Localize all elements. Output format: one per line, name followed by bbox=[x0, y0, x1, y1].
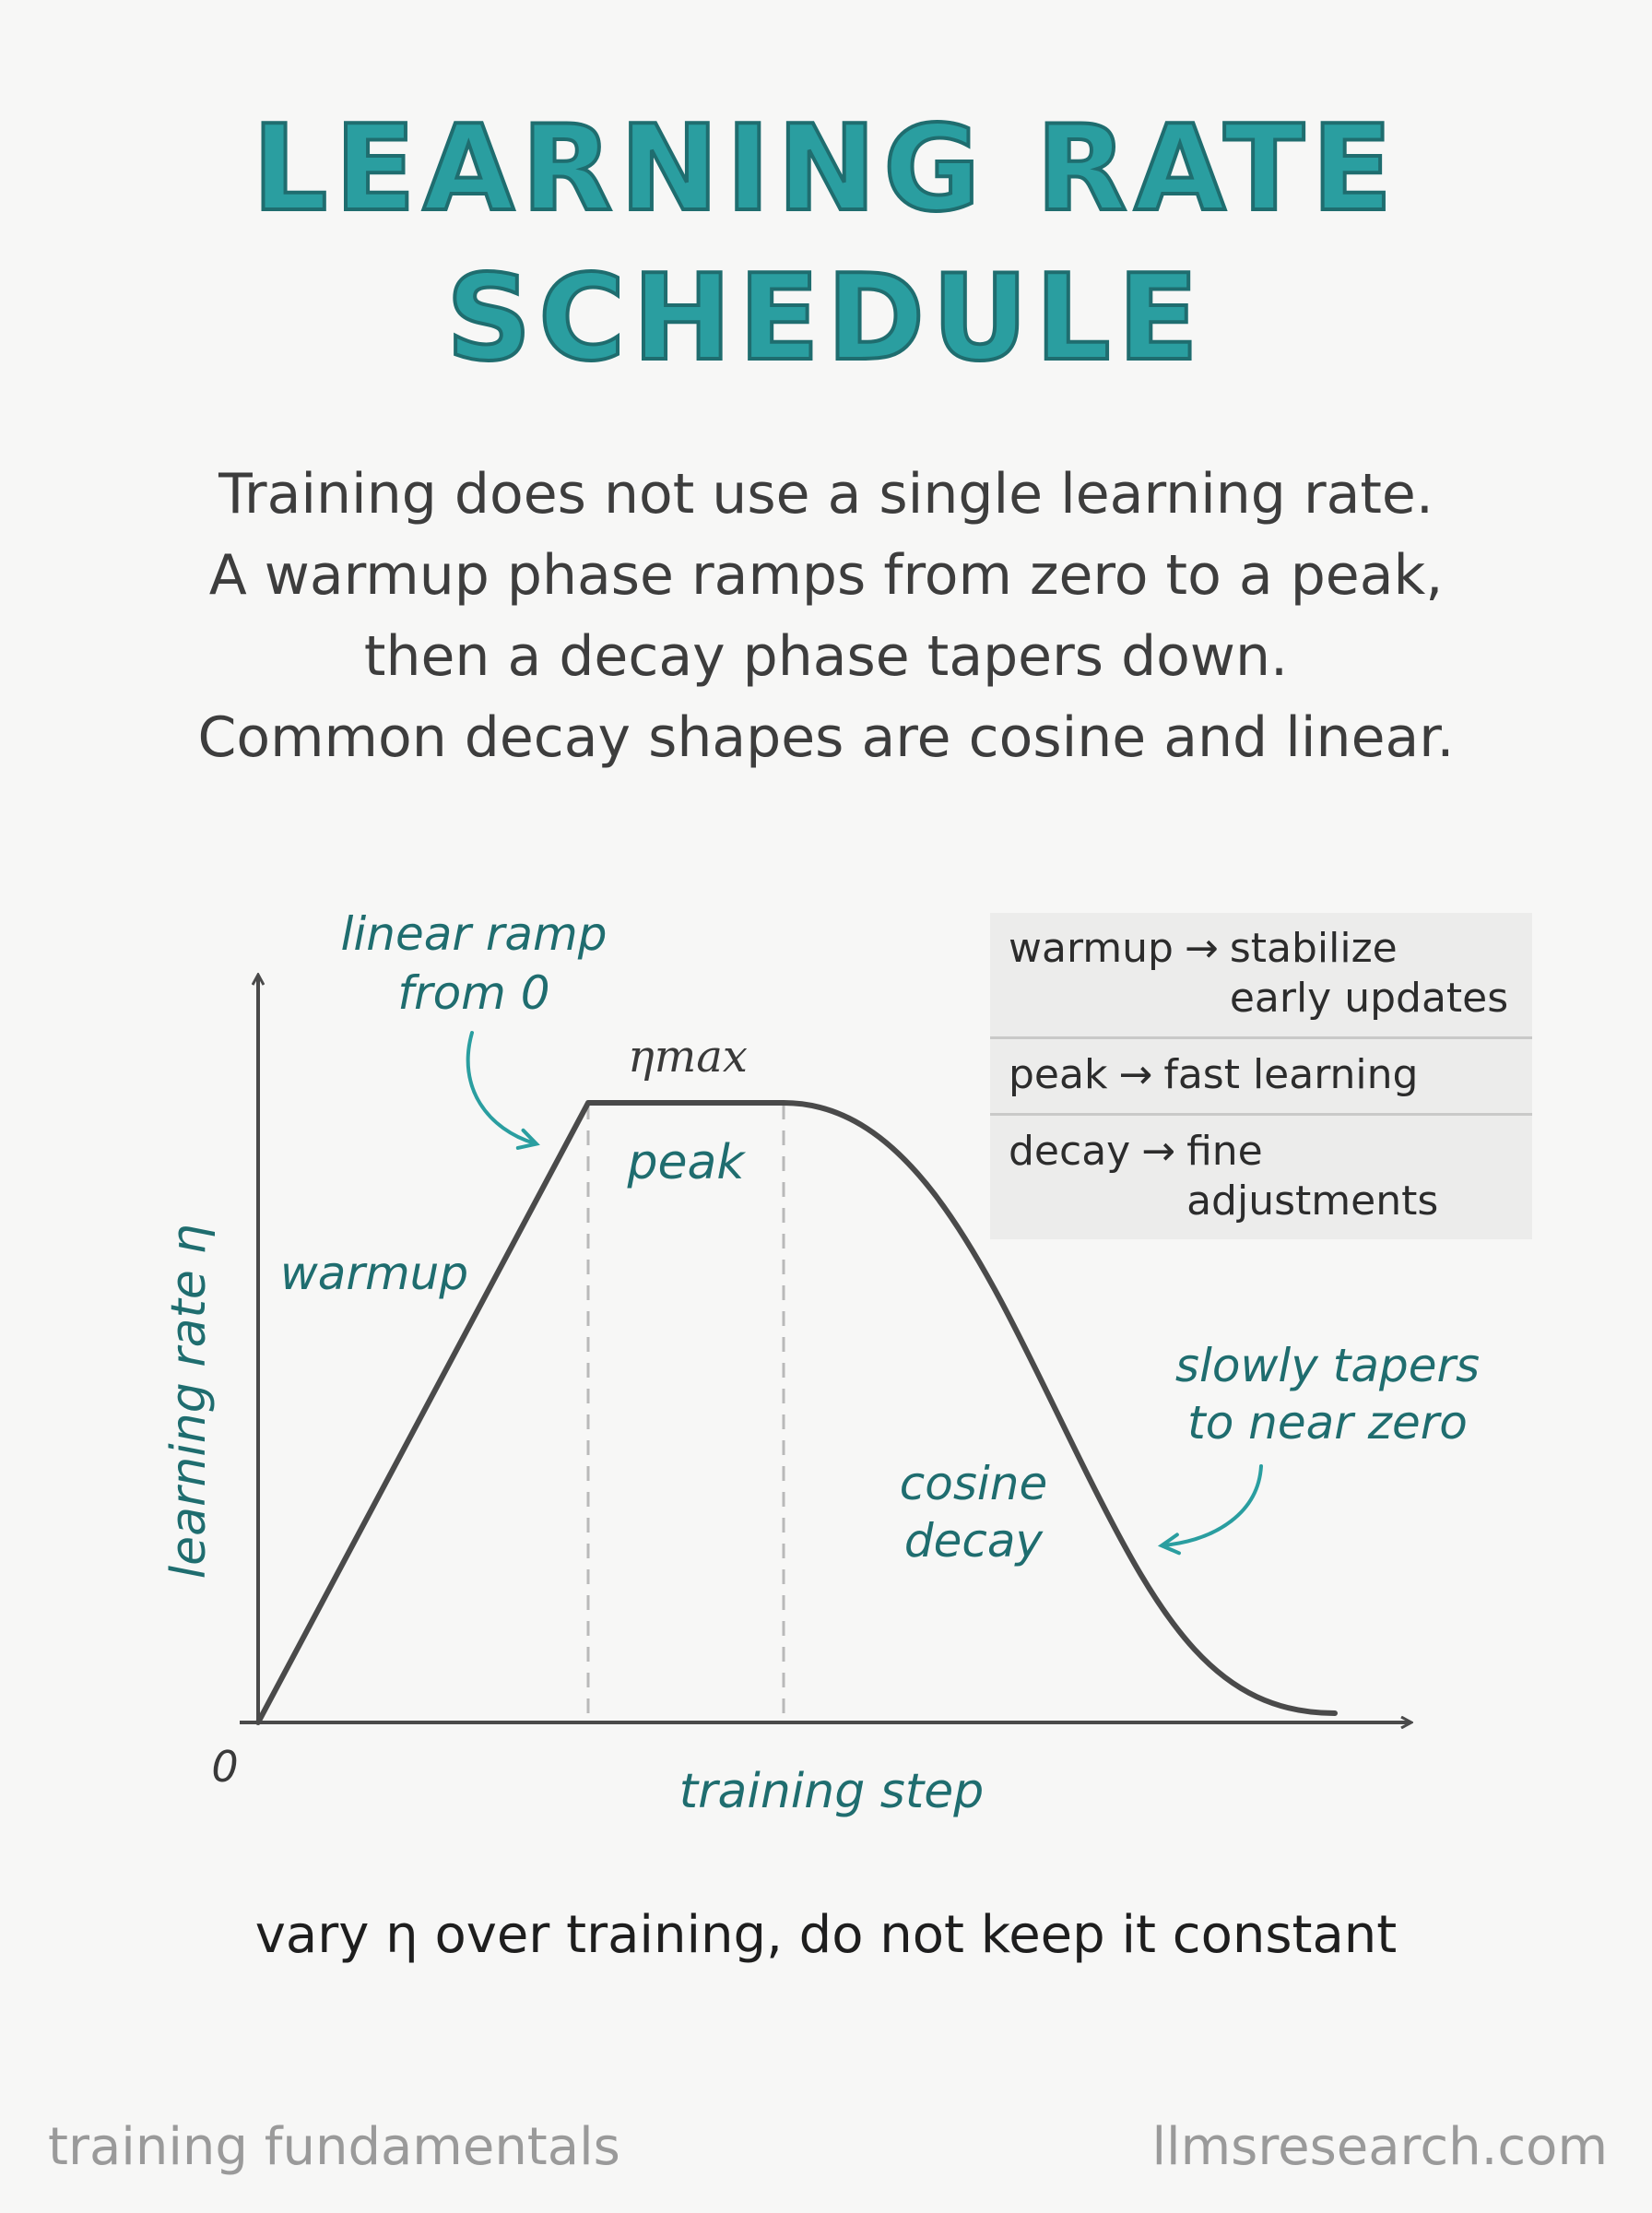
origin-label: 0 bbox=[211, 1742, 238, 1792]
legend-key: peak bbox=[1009, 1051, 1108, 1098]
legend-row-decay: decay → fine adjustments bbox=[990, 1116, 1532, 1239]
title-line-1: LEARNING RATE bbox=[251, 101, 1400, 238]
phase-legend: warmup → stabilize early updates peak → … bbox=[990, 913, 1532, 1239]
right-arrow-icon: → bbox=[1118, 1051, 1153, 1098]
legend-value: fast learning bbox=[1163, 1051, 1419, 1098]
legend-value: stabilize early updates bbox=[1229, 925, 1509, 1022]
cosine-label: cosine bbox=[900, 1457, 1047, 1510]
legend-value: fine adjustments bbox=[1186, 1128, 1439, 1225]
intro-line-2: A warmup phase ramps from zero to a peak… bbox=[208, 543, 1444, 608]
legend-key: decay bbox=[1009, 1128, 1131, 1175]
tail-annotation-arrow bbox=[1157, 1464, 1263, 1556]
ramp-annotation-arrow bbox=[466, 1031, 540, 1150]
tail-annotation-line-2: to near zero bbox=[1187, 1396, 1468, 1450]
intro-line-4: Common decay shapes are cosine and linea… bbox=[197, 705, 1455, 770]
y-axis-label: learning rate η bbox=[161, 1225, 217, 1580]
right-arrow-icon: → bbox=[1141, 1128, 1176, 1175]
intro-line-3: then a decay phase tapers down. bbox=[363, 624, 1289, 689]
legend-row-peak: peak → fast learning bbox=[990, 1039, 1532, 1116]
ramp-annotation-line-1: linear ramp bbox=[341, 907, 608, 961]
x-axis-label: training step bbox=[679, 1764, 984, 1819]
title-line-2: SCHEDULE bbox=[444, 250, 1206, 387]
legend-row-warmup: warmup → stabilize early updates bbox=[990, 913, 1532, 1039]
warmup-label: warmup bbox=[280, 1247, 468, 1300]
eta-max-label: ηmax bbox=[628, 1031, 748, 1083]
footnote: vary η over training, do not keep it con… bbox=[254, 1905, 1398, 1965]
intro-line-1: Training does not use a single learning … bbox=[218, 462, 1434, 527]
legend-key: warmup bbox=[1009, 925, 1174, 972]
learning-rate-curve bbox=[255, 1100, 1338, 1725]
right-arrow-icon: → bbox=[1184, 925, 1219, 972]
tail-annotation-line-1: slowly tapers bbox=[1175, 1339, 1480, 1392]
footer-site: llmsresearch.com bbox=[1151, 2117, 1608, 2177]
ramp-annotation-line-2: from 0 bbox=[397, 966, 549, 1020]
intro-paragraph: Training does not use a single learning … bbox=[0, 454, 1652, 778]
peak-label: peak bbox=[627, 1135, 747, 1190]
decay-label: decay bbox=[904, 1514, 1044, 1568]
footer-topic: training fundamentals bbox=[48, 2117, 620, 2177]
